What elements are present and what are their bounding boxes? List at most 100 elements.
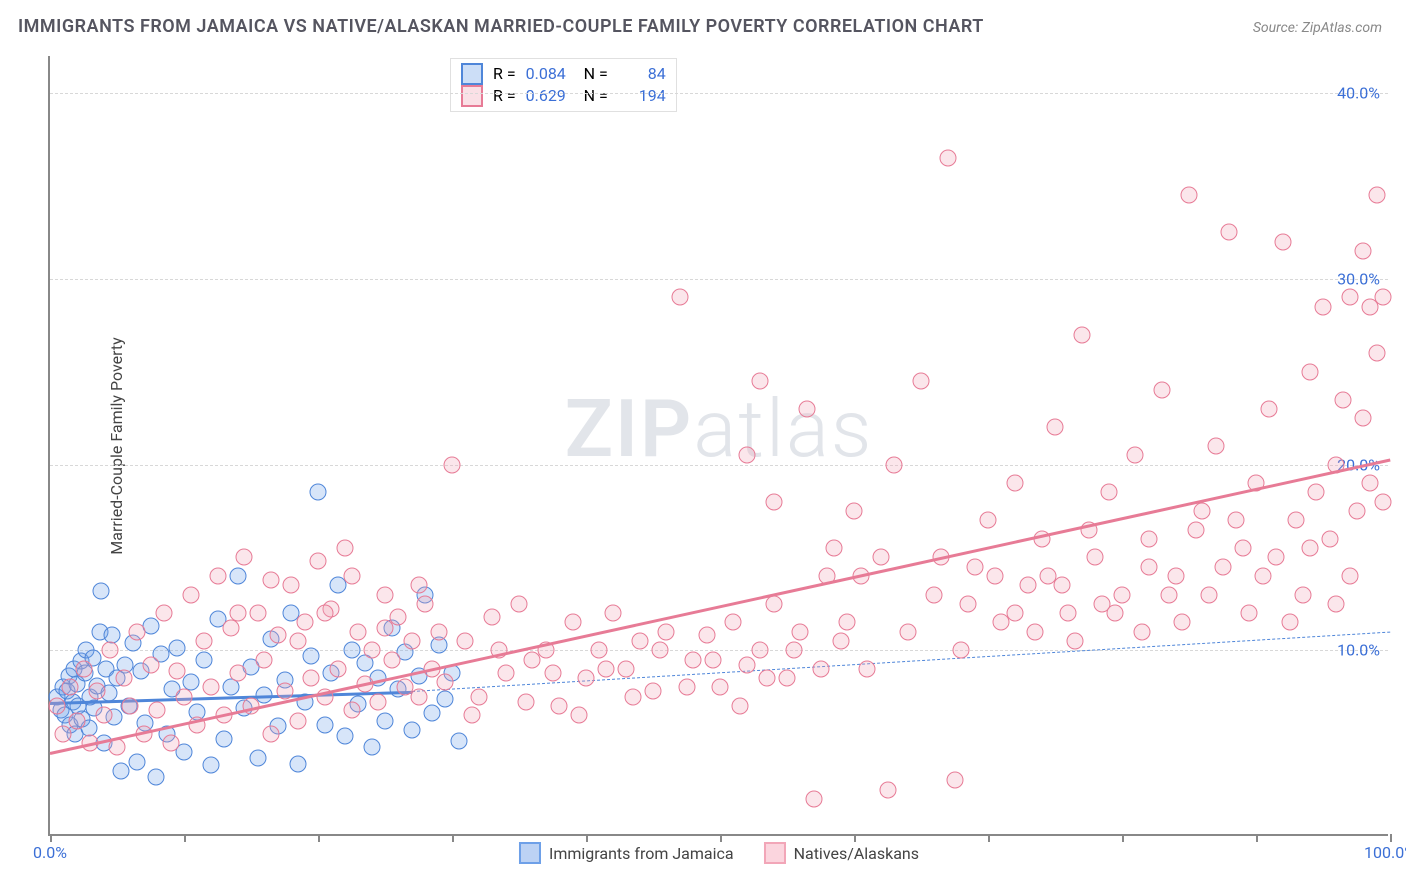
scatter-point [618,660,635,677]
scatter-point [249,605,266,622]
legend-swatch [461,63,483,85]
scatter-point [1328,595,1345,612]
scatter-point [712,679,729,696]
scatter-point [336,540,353,557]
scatter-point [363,642,380,659]
scatter-point [289,633,306,650]
scatter-point [155,605,172,622]
x-tick-label: 0.0% [33,843,67,862]
scatter-point [1067,633,1084,650]
scatter-point [946,772,963,789]
scatter-point [624,688,641,705]
chart-container: IMMIGRANTS FROM JAMAICA VS NATIVE/ALASKA… [0,0,1406,892]
legend-swatch [519,842,541,864]
scatter-point [678,679,695,696]
scatter-point [457,633,474,650]
scatter-point [1194,503,1211,520]
scatter-point [410,688,427,705]
scatter-point [1261,400,1278,417]
scatter-point [859,660,876,677]
scatter-point [1087,549,1104,566]
scatter-point [899,623,916,640]
x-tick-mark [854,834,856,842]
scatter-point [564,614,581,631]
scatter-point [256,651,273,668]
scatter-point [1214,558,1231,575]
scatter-point [343,568,360,585]
scatter-point [95,707,112,724]
scatter-point [886,456,903,473]
scatter-point [1207,438,1224,455]
scatter-point [484,608,501,625]
scatter-point [1187,521,1204,538]
scatter-point [390,608,407,625]
scatter-point [1174,614,1191,631]
scatter-point [1274,233,1291,250]
scatter-point [980,512,997,529]
scatter-point [92,582,109,599]
scatter-point [517,694,534,711]
scatter-point [249,750,266,767]
scatter-point [410,577,427,594]
scatter-point [832,633,849,650]
scatter-point [470,688,487,705]
scatter-point [631,633,648,650]
scatter-point [1020,577,1037,594]
scatter-point [591,642,608,659]
legend-n-label: N = [584,63,608,85]
scatter-point [1140,530,1157,547]
scatter-point [1114,586,1131,603]
scatter-point [1341,568,1358,585]
legend-r-value: 0.629 [526,85,574,107]
scatter-point [799,400,816,417]
scatter-point [289,755,306,772]
scatter-point [645,683,662,700]
legend-n-value: 84 [618,63,666,85]
watermark: ZIPatlas [565,382,874,476]
scatter-point [1221,224,1238,241]
scatter-point [779,670,796,687]
scatter-point [75,660,92,677]
scatter-point [417,595,434,612]
scatter-point [122,698,139,715]
scatter-point [113,763,130,780]
scatter-point [1368,187,1385,204]
scatter-point [377,712,394,729]
scatter-point [464,707,481,724]
scatter-point [1154,382,1171,399]
scatter-point [1321,530,1338,547]
scatter-point [698,627,715,644]
scatter-point [383,651,400,668]
scatter-point [162,735,179,752]
scatter-point [671,289,688,306]
legend-swatch [764,842,786,864]
y-tick-label: 30.0% [1337,269,1380,288]
x-tick-mark [1256,834,1258,842]
chart-title: IMMIGRANTS FROM JAMAICA VS NATIVE/ALASKA… [18,16,984,37]
scatter-point [403,633,420,650]
scatter-point [1127,447,1144,464]
x-tick-mark [1122,834,1124,842]
scatter-point [403,722,420,739]
scatter-point [1060,605,1077,622]
scatter-point [62,679,79,696]
scatter-point [115,670,132,687]
scatter-point [437,673,454,690]
scatter-point [269,627,286,644]
x-tick-mark [452,834,454,842]
scatter-point [511,595,528,612]
scatter-point [229,664,246,681]
scatter-point [310,484,327,501]
scatter-point [370,694,387,711]
scatter-point [1348,503,1365,520]
scatter-point [216,731,233,748]
scatter-point [316,716,333,733]
scatter-point [316,605,333,622]
scatter-point [343,642,360,659]
scatter-point [1073,326,1090,343]
scatter-point [450,733,467,750]
scatter-point [169,640,186,657]
scatter-point [1335,391,1352,408]
scatter-point [1140,558,1157,575]
scatter-point [1006,605,1023,622]
